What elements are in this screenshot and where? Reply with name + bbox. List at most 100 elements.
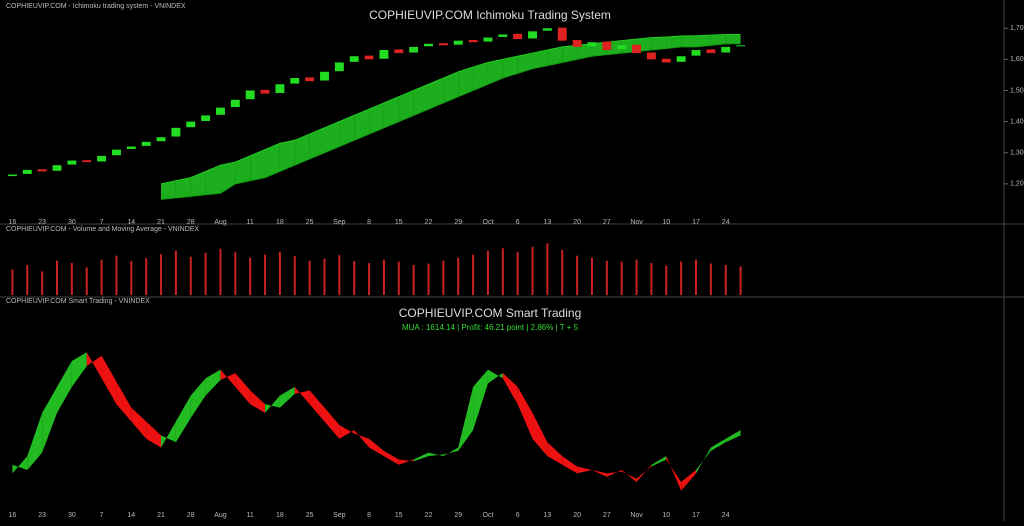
volume-bar	[41, 271, 44, 295]
candle	[409, 46, 419, 53]
volume-bar	[412, 265, 415, 295]
x-tick-label: 10	[662, 219, 670, 226]
volume-bar	[368, 263, 371, 295]
cloud	[294, 134, 310, 166]
candle	[528, 31, 537, 39]
cloud	[651, 36, 667, 51]
x-tick-label: Aug	[214, 219, 227, 226]
candle	[260, 89, 270, 94]
volume-bar	[605, 260, 608, 295]
candle	[646, 52, 656, 60]
volume-bar	[219, 248, 222, 295]
pane-header: COPHIEUVIP.COM Smart Trading - VNINDEX	[6, 298, 150, 305]
volume-bar	[694, 259, 697, 295]
candle	[676, 56, 686, 62]
x-tick-label: 18	[276, 512, 284, 519]
signal-band	[473, 369, 488, 431]
x-tick-label: Sep	[333, 219, 346, 226]
signal-band	[265, 395, 280, 413]
signal-band	[116, 381, 132, 422]
candle	[67, 160, 77, 165]
candle	[721, 46, 731, 53]
x-tick-label: 21	[157, 512, 165, 519]
signal-band	[27, 412, 43, 470]
volume-bar	[724, 265, 727, 295]
cloud	[265, 143, 280, 178]
cloud	[458, 67, 474, 97]
candle	[275, 84, 285, 93]
candle	[542, 28, 552, 31]
cloud	[235, 155, 251, 184]
cloud	[220, 162, 236, 194]
volume-bar	[189, 256, 192, 295]
cloud	[279, 140, 295, 172]
volume-bar	[561, 249, 564, 295]
volume-bar	[590, 257, 593, 295]
candle	[513, 33, 523, 40]
x-tick-label: 11	[247, 219, 254, 226]
x-tick-label: 15	[395, 512, 403, 519]
signal-band	[681, 469, 696, 491]
volume-bar	[85, 267, 88, 295]
candle	[557, 27, 567, 41]
candle	[52, 165, 62, 171]
x-tick-label: Nov	[630, 219, 643, 226]
signal-band	[101, 355, 117, 405]
volume-bar	[70, 263, 73, 295]
signal-band	[621, 469, 637, 483]
x-tick-label: 14	[127, 219, 135, 226]
cloud	[473, 62, 488, 91]
volume-bar	[338, 255, 341, 295]
volume-bar	[160, 254, 163, 295]
candle	[438, 43, 448, 46]
volume-bar	[650, 263, 653, 295]
volume-bar	[234, 252, 237, 295]
cloud	[428, 78, 444, 110]
signal-band	[42, 386, 58, 453]
cloud	[502, 56, 518, 79]
x-tick-label: 8	[367, 219, 371, 226]
volume-bar	[739, 266, 742, 295]
x-tick-label: 28	[187, 512, 195, 519]
candle	[587, 42, 597, 47]
candle	[245, 90, 255, 100]
cloud	[339, 115, 355, 147]
signal-band	[250, 390, 266, 413]
signal-band	[383, 450, 399, 465]
signal-band	[86, 352, 102, 379]
x-tick-label: 7	[100, 512, 104, 519]
signal-band	[369, 438, 384, 457]
volume-bar	[249, 257, 252, 295]
x-tick-label: 18	[276, 219, 284, 226]
candle	[37, 169, 47, 172]
volume-bar	[100, 259, 103, 295]
volume-bar	[665, 265, 668, 295]
x-tick-label: 7	[100, 219, 104, 226]
cloud	[487, 59, 503, 85]
y-tick-label: 1,700	[1010, 25, 1024, 32]
x-tick-label: 24	[722, 512, 730, 519]
signal-band	[131, 407, 147, 439]
volume-bar	[457, 257, 460, 295]
x-tick-label: 11	[247, 512, 254, 519]
x-tick-label: 20	[573, 219, 581, 226]
signal-band	[636, 464, 652, 483]
candle	[394, 49, 404, 54]
cloud	[369, 102, 384, 135]
x-tick-label: 28	[187, 219, 195, 226]
signal-band	[562, 456, 578, 474]
signal-band	[547, 442, 563, 465]
volume-bar	[278, 251, 281, 295]
volume-bar	[323, 258, 326, 295]
x-tick-label: 15	[395, 219, 403, 226]
x-tick-label: 16	[9, 219, 17, 226]
x-tick-label: 30	[68, 512, 76, 519]
candle	[661, 58, 671, 63]
volume-bar	[546, 243, 549, 295]
x-tick-label: 20	[573, 512, 581, 519]
signal-band	[339, 424, 355, 439]
candle	[97, 155, 107, 162]
x-tick-label: 17	[692, 219, 700, 226]
signal-band	[428, 452, 444, 457]
